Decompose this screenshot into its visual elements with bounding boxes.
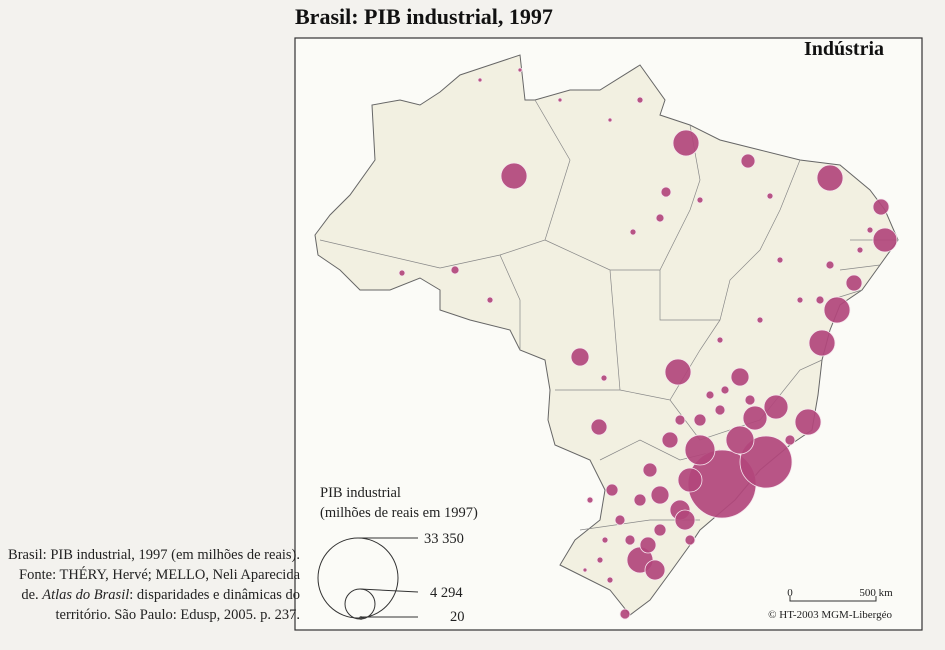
industry-bubble — [590, 418, 608, 436]
industry-bubble — [823, 296, 851, 324]
industry-bubble — [845, 274, 863, 292]
industry-bubble — [674, 414, 686, 426]
industry-bubble — [629, 228, 637, 236]
scale-bar — [789, 596, 877, 602]
scale-end: 500 km — [859, 587, 893, 599]
legend-subtitle: (milhões de reais em 1997) — [320, 505, 478, 521]
industry-bubble — [684, 534, 696, 546]
page-title: Brasil: PIB industrial, 1997 — [295, 4, 553, 29]
industry-bubble — [500, 162, 528, 190]
industry-bubble — [639, 536, 657, 554]
industry-bubble — [660, 186, 672, 198]
industry-bubble — [486, 296, 494, 304]
industry-bubble — [677, 467, 703, 493]
industry-bubble — [619, 608, 631, 620]
industry-bubble — [766, 192, 774, 200]
caption-italic: Atlas do Brasil — [42, 587, 130, 603]
industry-bubble — [808, 329, 836, 357]
industry-bubble — [696, 196, 704, 204]
industry-bubble — [600, 374, 608, 382]
industry-bubble — [856, 246, 864, 254]
industry-bubble — [740, 153, 756, 169]
legend-value: 20 — [450, 609, 465, 625]
industry-bubble — [705, 390, 715, 400]
industry-bubble — [570, 347, 590, 367]
caption-text: Brasil: PIB industrial, 1997 (em milhões… — [8, 547, 300, 603]
industry-bubble — [794, 408, 822, 436]
industry-bubble — [866, 226, 874, 234]
industry-bubble — [730, 367, 750, 387]
industry-bubble — [825, 260, 835, 270]
industry-bubble — [650, 485, 670, 505]
industry-bubble — [477, 77, 483, 83]
map-title: Indústria — [804, 38, 884, 60]
industry-bubble — [756, 316, 764, 324]
map-credit: © HT-2003 MGM-Libergéo — [768, 609, 892, 621]
legend-title: PIB industrial — [320, 485, 401, 501]
industry-bubble — [633, 493, 647, 507]
industry-bubble — [872, 227, 898, 253]
industry-bubble — [636, 96, 644, 104]
industry-bubble — [614, 514, 626, 526]
industry-bubble — [763, 394, 789, 420]
industry-bubble — [716, 336, 724, 344]
industry-bubble — [607, 117, 613, 123]
industry-bubble — [744, 394, 756, 406]
industry-bubble — [586, 496, 594, 504]
industry-bubble — [653, 523, 667, 537]
industry-bubble — [655, 213, 665, 223]
industry-bubble — [815, 295, 825, 305]
industry-bubble — [720, 385, 730, 395]
industry-bubble — [557, 97, 563, 103]
industry-bubble — [644, 559, 666, 581]
industry-bubble — [664, 358, 692, 386]
bubble-layer — [398, 67, 898, 620]
industry-bubble — [672, 129, 700, 157]
legend-value: 4 294 — [430, 585, 463, 601]
industry-bubble — [605, 483, 619, 497]
legend-leader — [359, 588, 419, 593]
caption: Brasil: PIB industrial, 1997 (em milhões… — [4, 545, 300, 625]
industry-bubble — [742, 405, 768, 431]
industry-bubble — [606, 576, 614, 584]
scale-start: 0 — [787, 587, 793, 599]
industry-bubble — [398, 269, 406, 277]
industry-bubble — [642, 462, 658, 478]
industry-bubble — [661, 431, 679, 449]
industry-bubble — [714, 404, 726, 416]
industry-bubble — [776, 256, 784, 264]
caption-text: : disparidades e dinâmicas do território… — [55, 587, 300, 623]
industry-bubble — [784, 434, 796, 446]
industry-bubble — [684, 434, 716, 466]
industry-bubble — [601, 536, 609, 544]
industry-bubble — [596, 556, 604, 564]
industry-bubble — [725, 425, 755, 455]
industry-bubble — [872, 198, 890, 216]
industry-bubble — [796, 296, 804, 304]
industry-bubble — [624, 534, 636, 546]
industry-bubble — [517, 67, 523, 73]
industry-bubble — [450, 265, 460, 275]
industry-bubble — [674, 509, 696, 531]
industry-bubble — [693, 413, 707, 427]
industry-bubble — [582, 567, 588, 573]
industry-bubble — [739, 435, 793, 489]
industry-bubble — [816, 164, 844, 192]
legend-value: 33 350 — [424, 531, 464, 547]
